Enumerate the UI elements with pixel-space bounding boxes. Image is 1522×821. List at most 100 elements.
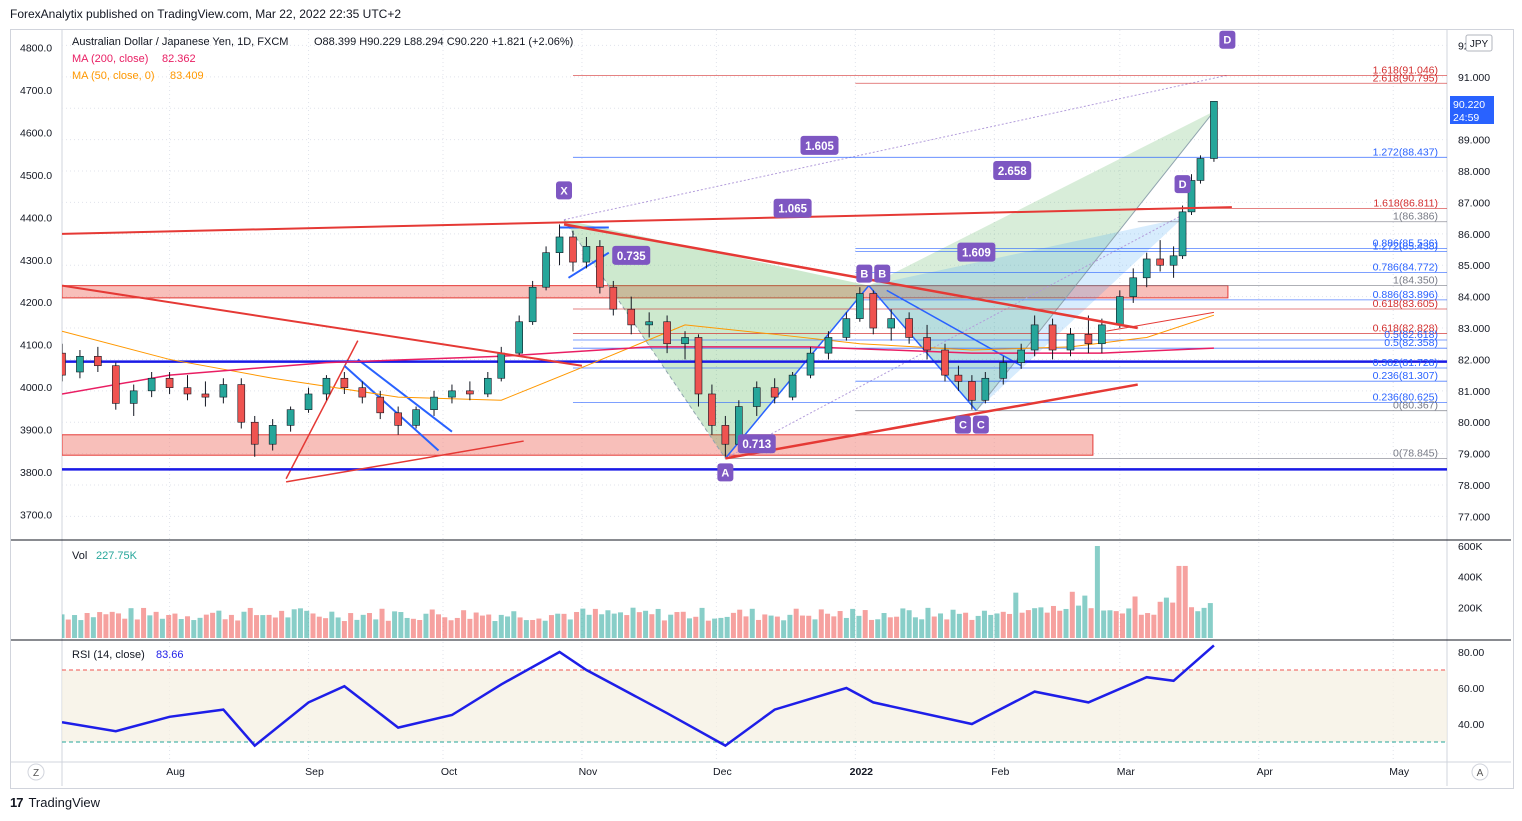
volume-bar (743, 616, 749, 638)
volume-bar (1182, 565, 1188, 638)
volume-bar (115, 613, 121, 638)
ratio-box (737, 434, 776, 454)
point-label: D (1179, 179, 1187, 191)
rsi-tick: 80.00 (1458, 647, 1484, 659)
volume-bar (272, 617, 278, 638)
fib-label: 0.786(84.772) (1373, 261, 1438, 273)
candle-body (555, 236, 564, 253)
candle-body (1210, 101, 1218, 159)
volume-tick: 400K (1458, 572, 1483, 584)
price-tick: 87.000 (1458, 197, 1490, 209)
volume-bar (737, 609, 743, 638)
volume-bar (919, 619, 925, 638)
candle-body (752, 387, 761, 407)
candle-body (147, 377, 156, 392)
volume-bar (486, 614, 492, 638)
volume-bar (1057, 610, 1063, 638)
volume-bar (624, 615, 630, 638)
volume-bar (97, 612, 103, 638)
candle-body (165, 377, 174, 388)
candle-body (1030, 324, 1039, 351)
volume-bar (348, 613, 354, 638)
volume-bar (65, 619, 71, 638)
candle-body (582, 246, 591, 263)
ratio-box (957, 242, 996, 262)
volume-bar (749, 608, 755, 638)
bar-countdown: 24:59 (1453, 112, 1479, 124)
volume-bar (90, 617, 96, 638)
time-tick: Mar (1117, 766, 1136, 778)
volume-bar (103, 614, 109, 638)
volume-bar (1000, 611, 1006, 638)
volume-bar (950, 609, 956, 638)
last-price: 90.220 (1453, 99, 1485, 111)
index-tick: 4100.0 (20, 340, 52, 352)
time-tick: 2022 (850, 766, 874, 778)
candle-body (721, 425, 730, 445)
price-axis-right[interactable]: 92.00091.00090.00089.00088.00087.00086.0… (1458, 40, 1490, 731)
volume-bar (574, 611, 580, 638)
volume-bar (1007, 613, 1013, 638)
point-box (856, 264, 873, 283)
corner-buttons[interactable]: Z A (27, 763, 1489, 781)
candle-body (286, 409, 295, 426)
volume-bar (498, 614, 504, 638)
candle-body (304, 393, 313, 410)
volume-bar (134, 619, 140, 638)
candle-body (596, 246, 604, 288)
time-axis[interactable]: Aug Sep Oct Nov Dec 2022 Feb Mar Apr May (166, 766, 1410, 778)
volume-bar (674, 612, 680, 638)
fib-label: 1.618(86.811) (1373, 197, 1438, 209)
candle-body (1178, 211, 1187, 257)
volume-bar (404, 617, 410, 638)
candle-body (250, 421, 259, 445)
price-axis-left[interactable]: 4800.0 4700.0 4600.0 4500.0 4400.0 4300.0 4200… (20, 43, 52, 522)
candle-body (1017, 349, 1025, 363)
ratio-label: 2.658 (998, 166, 1027, 178)
volume-bar (712, 618, 718, 638)
index-tick: 3900.0 (20, 425, 52, 437)
legend-ma200-label: MA (200, close) (72, 53, 148, 65)
uptrend-line-early (285, 440, 524, 483)
volume-bar (109, 611, 115, 638)
ratio-label: 1.065 (778, 204, 807, 216)
time-tick: Apr (1257, 766, 1274, 778)
volume-bar (680, 611, 686, 638)
volume-bar (266, 614, 272, 638)
candle-body (663, 321, 671, 345)
volume-bar (523, 620, 529, 638)
volume-bar (981, 610, 987, 638)
candle-body (1098, 324, 1106, 345)
volume-bar (781, 620, 787, 638)
volume-bar (774, 616, 780, 638)
volume-bar (825, 613, 831, 638)
volume-bar (467, 618, 473, 638)
index-tick: 4600.0 (20, 127, 52, 139)
ratio-box (993, 161, 1032, 181)
volume-bar (341, 621, 347, 638)
volume-bar (479, 615, 485, 638)
support-zone (62, 434, 1094, 456)
volume-bar (661, 620, 667, 638)
candle-body (941, 349, 949, 376)
point-label: B (878, 269, 886, 281)
price-tick: 85.000 (1458, 260, 1490, 272)
point-box (1174, 175, 1191, 194)
fib-label: 0(78.845) (1393, 448, 1438, 460)
volume-bar (724, 616, 730, 638)
ma200-line (62, 346, 1214, 395)
ratio-box (773, 198, 812, 218)
volume-bar (385, 620, 391, 638)
volume-bar (216, 610, 222, 638)
fib-label: 1(84.350) (1393, 275, 1438, 287)
price-tick: 86.000 (1458, 229, 1490, 241)
volume-bar (862, 610, 868, 638)
index-tick: 4000.0 (20, 382, 52, 394)
point-box (717, 463, 734, 482)
volume-bar (850, 608, 856, 638)
volume-bar (1119, 613, 1125, 638)
candle-body (1196, 158, 1205, 181)
volume-bar (1145, 613, 1151, 638)
volume-bar (1201, 607, 1207, 638)
